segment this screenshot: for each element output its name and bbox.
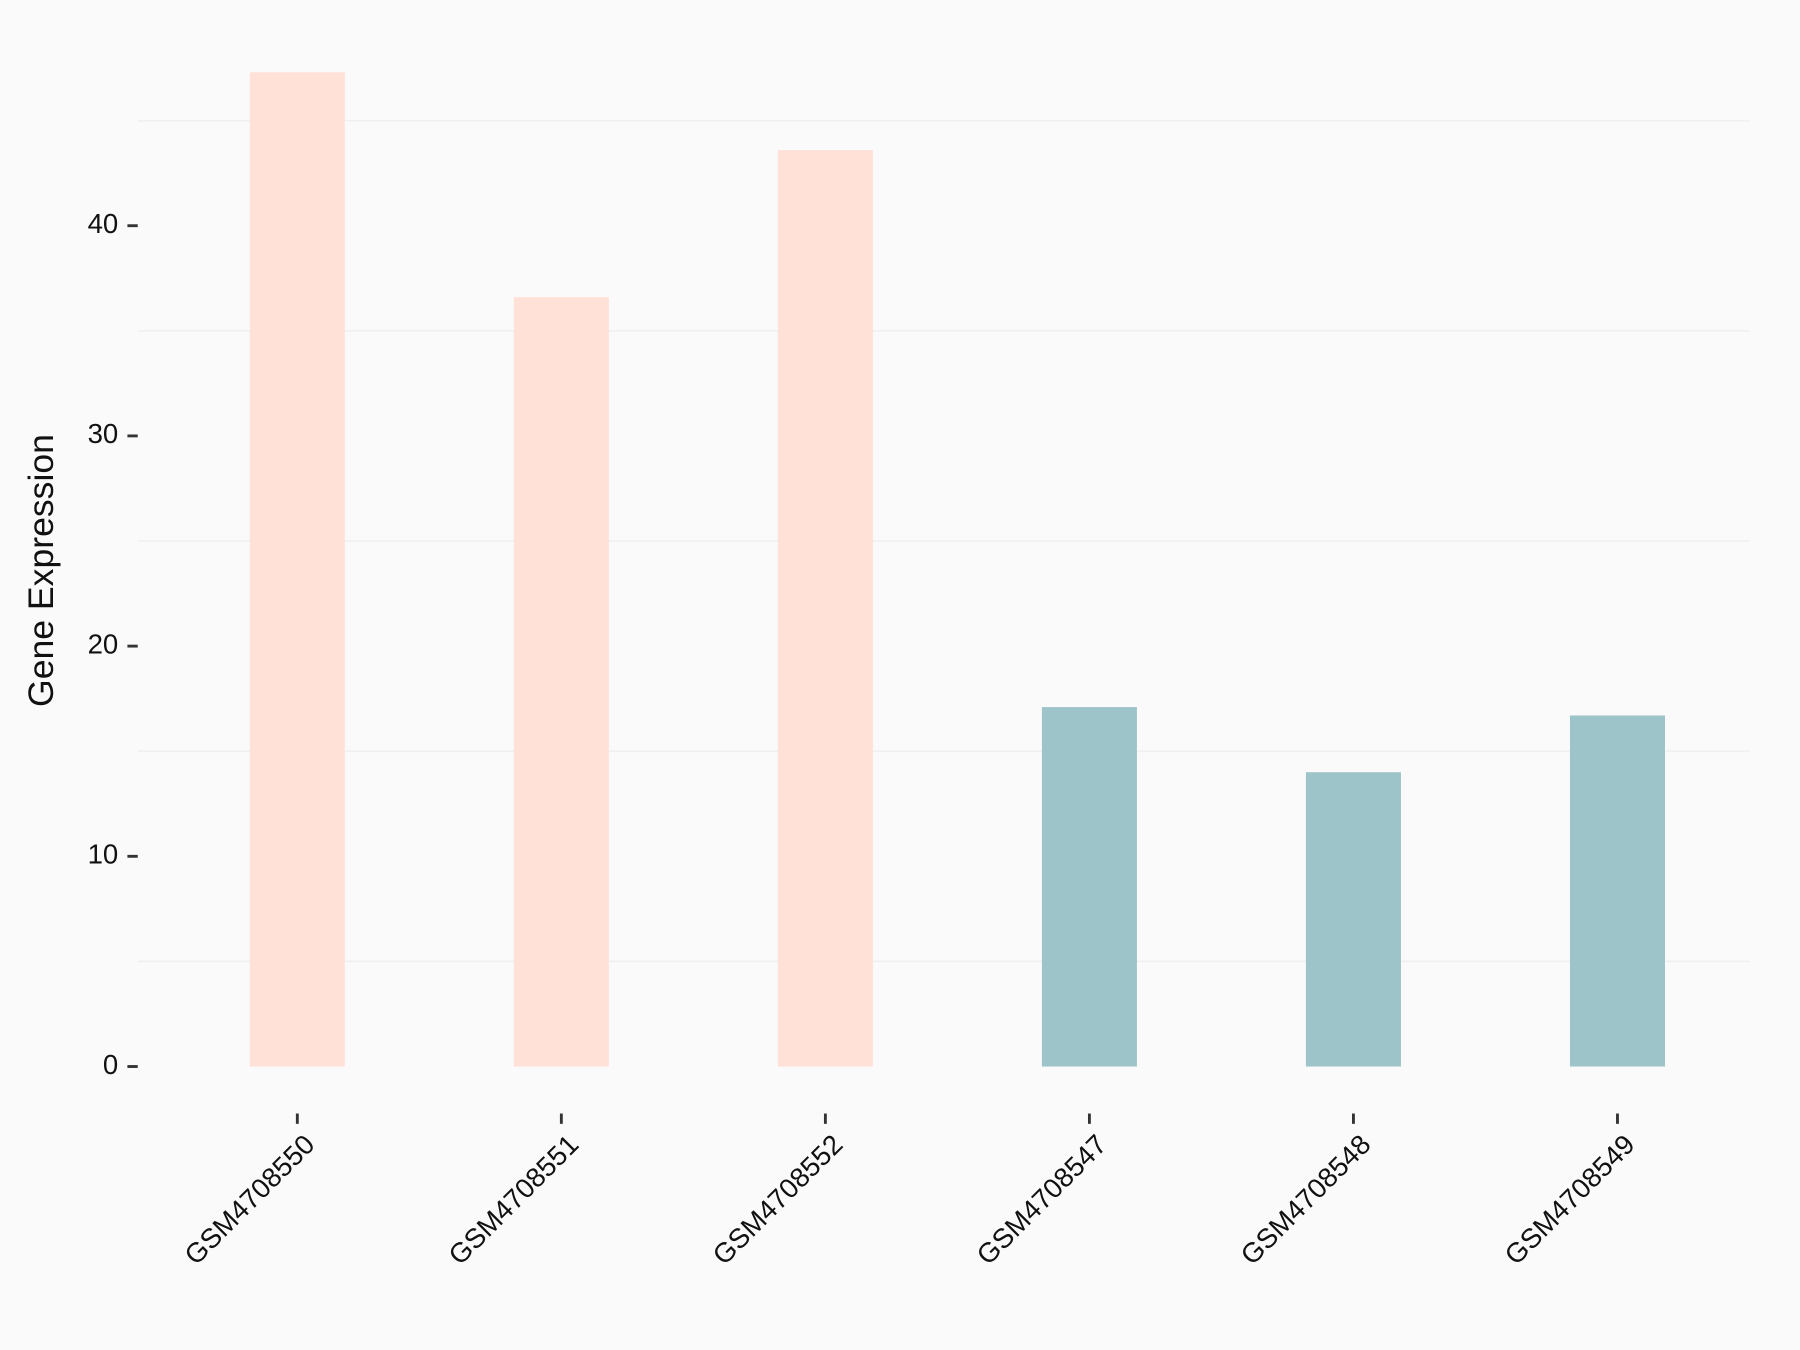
bar xyxy=(1305,772,1401,1067)
y-tick-label: 20 xyxy=(88,628,119,659)
y-tick-label: 0 xyxy=(103,1049,118,1080)
y-axis-title: Gene Expression xyxy=(21,434,61,707)
bar xyxy=(249,72,345,1067)
bar xyxy=(1569,715,1665,1067)
bar xyxy=(513,297,609,1067)
bar xyxy=(1041,707,1137,1067)
y-tick-label: 30 xyxy=(88,418,119,449)
y-tick-label: 40 xyxy=(88,208,119,239)
y-tick-label: 10 xyxy=(88,839,119,870)
bar xyxy=(777,150,873,1067)
